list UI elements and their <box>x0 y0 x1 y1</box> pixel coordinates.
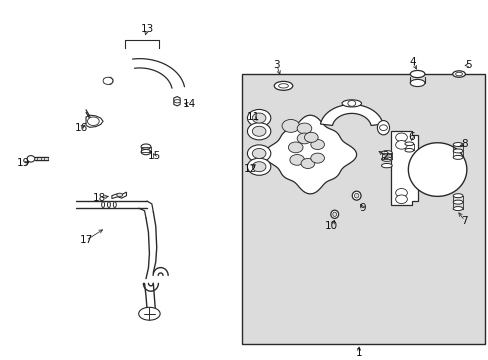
Text: 9: 9 <box>359 203 365 213</box>
Text: 17: 17 <box>79 235 92 246</box>
Text: 16: 16 <box>74 123 87 133</box>
Circle shape <box>247 145 270 162</box>
Circle shape <box>395 189 407 197</box>
Ellipse shape <box>404 142 413 145</box>
Circle shape <box>252 148 265 158</box>
Polygon shape <box>104 77 113 84</box>
Ellipse shape <box>404 148 413 152</box>
Circle shape <box>252 162 265 172</box>
Ellipse shape <box>102 202 104 207</box>
Circle shape <box>347 100 355 106</box>
Polygon shape <box>86 115 103 127</box>
Circle shape <box>297 123 311 134</box>
Polygon shape <box>320 104 382 126</box>
Ellipse shape <box>113 202 116 207</box>
Ellipse shape <box>330 210 338 219</box>
Ellipse shape <box>452 207 462 211</box>
Circle shape <box>282 120 299 132</box>
Circle shape <box>395 133 407 141</box>
Text: 15: 15 <box>148 151 161 161</box>
Ellipse shape <box>354 193 358 198</box>
Ellipse shape <box>377 121 389 135</box>
Ellipse shape <box>141 149 151 155</box>
Circle shape <box>288 142 303 153</box>
Circle shape <box>252 126 265 136</box>
Ellipse shape <box>351 191 360 200</box>
Circle shape <box>301 158 314 168</box>
Text: 19: 19 <box>17 158 30 168</box>
Polygon shape <box>407 143 466 197</box>
Text: 3: 3 <box>273 60 280 70</box>
Text: 6: 6 <box>407 132 414 141</box>
Circle shape <box>310 140 324 149</box>
Circle shape <box>103 77 113 84</box>
Text: 4: 4 <box>408 57 415 67</box>
Circle shape <box>87 117 99 126</box>
Polygon shape <box>173 96 180 106</box>
Bar <box>242 74 484 344</box>
Ellipse shape <box>409 80 424 86</box>
Circle shape <box>252 113 265 123</box>
Ellipse shape <box>117 193 122 197</box>
Polygon shape <box>390 131 417 204</box>
Text: 10: 10 <box>324 221 337 231</box>
Circle shape <box>297 133 311 144</box>
Ellipse shape <box>452 143 462 147</box>
Text: 5: 5 <box>465 60 471 70</box>
Circle shape <box>395 141 407 149</box>
Ellipse shape <box>141 144 151 149</box>
Ellipse shape <box>381 157 391 161</box>
Ellipse shape <box>341 100 361 107</box>
Polygon shape <box>139 307 160 320</box>
Circle shape <box>289 154 304 165</box>
Circle shape <box>310 153 324 163</box>
Text: 18: 18 <box>92 193 105 203</box>
Circle shape <box>247 123 270 140</box>
Circle shape <box>247 109 270 127</box>
Text: 7: 7 <box>461 216 467 226</box>
Ellipse shape <box>452 156 462 159</box>
Polygon shape <box>264 115 356 194</box>
Text: 1: 1 <box>355 348 362 358</box>
Text: 12: 12 <box>243 164 257 174</box>
Polygon shape <box>112 192 126 199</box>
Ellipse shape <box>278 84 288 88</box>
Text: 2: 2 <box>382 151 388 161</box>
Circle shape <box>247 158 270 175</box>
Ellipse shape <box>107 202 110 207</box>
Ellipse shape <box>381 163 391 168</box>
Ellipse shape <box>452 194 462 198</box>
Circle shape <box>379 125 386 131</box>
Text: 13: 13 <box>140 24 153 34</box>
Ellipse shape <box>332 212 336 216</box>
Ellipse shape <box>409 71 424 78</box>
Ellipse shape <box>174 100 180 103</box>
Ellipse shape <box>452 71 465 77</box>
Text: 14: 14 <box>183 99 196 109</box>
Circle shape <box>304 132 318 142</box>
Ellipse shape <box>455 72 462 76</box>
Ellipse shape <box>452 149 462 153</box>
Text: 8: 8 <box>461 139 467 149</box>
Ellipse shape <box>381 150 391 155</box>
Ellipse shape <box>452 200 462 204</box>
Circle shape <box>395 195 407 203</box>
Ellipse shape <box>274 81 292 90</box>
Text: 11: 11 <box>246 112 259 122</box>
Ellipse shape <box>27 156 35 162</box>
